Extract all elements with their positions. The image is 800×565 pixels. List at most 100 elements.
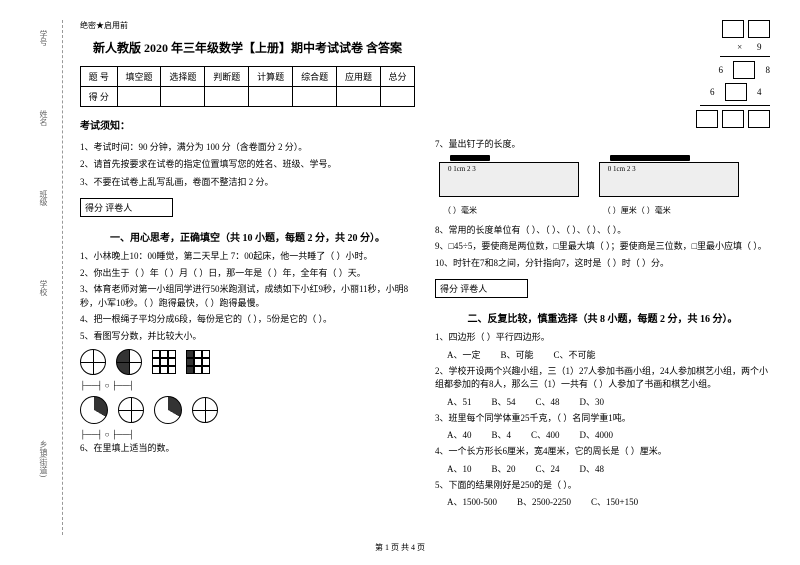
opt: A、一定 xyxy=(447,348,481,361)
opt: C、400 xyxy=(531,428,560,441)
th: 判断题 xyxy=(205,67,249,87)
section1-title: 一、用心思考，正确填空（共 10 小题，每题 2 分，共 20 分）。 xyxy=(80,229,415,244)
score-label: 得 分 xyxy=(81,87,118,107)
th: 填空题 xyxy=(117,67,161,87)
opt: A、10 xyxy=(447,462,472,475)
opt: D、48 xyxy=(580,462,605,475)
score-cell xyxy=(293,87,337,107)
compare-row: ├──┤ ○ ├──┤ xyxy=(80,430,415,439)
opt: C、48 xyxy=(536,395,560,408)
digit-box xyxy=(733,61,755,79)
line xyxy=(700,105,770,106)
q1-4: 4、把一根绳子平均分成6段，每份是它的（ ），5份是它的（ ）。 xyxy=(80,313,415,327)
th: 计算题 xyxy=(249,67,293,87)
grid-filled-icon xyxy=(186,350,210,374)
q1-2: 2、你出生于（ ）年（ ）月（ ）日，那一年是（ ）年，全年有（ ）天。 xyxy=(80,267,415,281)
score-cell xyxy=(117,87,161,107)
ruler-icon: 0 1cm 2 3 xyxy=(599,162,739,197)
th: 选择题 xyxy=(161,67,205,87)
opt: B、4 xyxy=(492,428,512,441)
digit: 6 xyxy=(719,65,724,75)
notice-item: 1、考试时间：90 分钟，满分为 100 分（含卷面分 2 分）。 xyxy=(80,140,415,154)
bind-label: 乡镇(街道) xyxy=(38,440,49,477)
score-cell xyxy=(161,87,205,107)
score-table: 题 号 填空题 选择题 判断题 计算题 综合题 应用题 总分 得 分 xyxy=(80,66,415,107)
notice-item: 3、不要在试卷上乱写乱画，卷面不整洁扣 2 分。 xyxy=(80,175,415,189)
opt: A、1500-500 xyxy=(447,495,497,508)
ruler-scale: 0 1cm 2 3 xyxy=(608,165,636,173)
q1-8: 8、常用的长度单位有（ ）、（ ）、（ ）、（ ）、（ ）。 xyxy=(435,224,770,238)
exam-title: 新人教版 2020 年三年级数学【上册】期中考试试卷 含答案 xyxy=(80,39,415,56)
bind-label: 学校 xyxy=(38,280,49,296)
secret-label: 绝密★启用前 xyxy=(80,20,415,31)
digit-box xyxy=(748,20,770,38)
th: 总分 xyxy=(380,67,414,87)
th: 题 号 xyxy=(81,67,118,87)
opt: B、54 xyxy=(492,395,516,408)
bind-label: 班级 xyxy=(38,190,49,206)
opt: D、30 xyxy=(580,395,605,408)
digit: 4 xyxy=(757,87,762,97)
right-column: × 9 6 8 6 4 7、量出钉子的长度。 0 1cm 2 3 （ ）毫米 0… xyxy=(435,20,770,512)
opt: C、不可能 xyxy=(554,348,596,361)
scorer-box: 得分 评卷人 xyxy=(80,198,173,217)
fraction-shapes-2 xyxy=(80,396,415,424)
q2-4: 4、一个长方形长6厘米，宽4厘米，它的周长是（ ）厘米。 xyxy=(435,445,770,459)
pie-icon xyxy=(80,396,108,424)
fraction-shapes xyxy=(80,349,415,375)
ruler-answer: （ ）厘米（ ）毫米 xyxy=(603,205,671,216)
circle-half-icon xyxy=(116,349,142,375)
q1-10: 10、时针在7和8之间，分针指向7，这时是（ ）时（ ）分。 xyxy=(435,257,770,271)
notice-title: 考试须知： xyxy=(80,117,415,132)
options: A、一定 B、可能 C、不可能 xyxy=(447,348,770,361)
options: A、51B、54C、48D、30 xyxy=(447,395,770,408)
th: 综合题 xyxy=(293,67,337,87)
q2-5: 5、下面的结果刚好是250的是（ ）。 xyxy=(435,479,770,493)
nail-icon xyxy=(450,155,490,161)
circle-icon xyxy=(118,397,144,423)
q1-3: 3、体育老师对第一小组同学进行50米跑测试，成绩如下小红9秒，小丽11秒，小明8… xyxy=(80,283,415,310)
score-cell xyxy=(337,87,381,107)
q2-2: 2、学校开设两个兴趣小组，三（1）27人参加书画小组，24人参加棋艺小组，两个小… xyxy=(435,365,770,392)
grid-icon xyxy=(152,350,176,374)
pie-icon xyxy=(154,396,182,424)
th: 应用题 xyxy=(337,67,381,87)
mult-sign: × xyxy=(737,42,742,52)
opt: D、4000 xyxy=(580,428,614,441)
q1-5: 5、看图写分数，并比较大小。 xyxy=(80,330,415,344)
bind-label: 学号 xyxy=(38,30,49,46)
options: A、10 B、20 C、24 D、48 xyxy=(447,462,770,475)
opt: B、可能 xyxy=(501,348,534,361)
q1-1: 1、小林晚上10：00睡觉，第二天早上 7：00起床，他一共睡了（ ）小时。 xyxy=(80,250,415,264)
q1-6: 6、在里填上适当的数。 xyxy=(80,442,415,456)
q2-1: 1、四边形（ ）平行四边形。 xyxy=(435,331,770,345)
opt: B、20 xyxy=(492,462,516,475)
score-cell xyxy=(380,87,414,107)
q2-3: 3、班里每个同学体重25千克，（ ）名同学重1吨。 xyxy=(435,412,770,426)
digit-box xyxy=(748,110,770,128)
options: A、40 B、4 C、400 D、4000 xyxy=(447,428,770,441)
opt: C、24 xyxy=(536,462,560,475)
circle-quarters-icon xyxy=(80,349,106,375)
digit-box xyxy=(696,110,718,128)
section2-title: 二、反复比较，慎重选择（共 8 小题，每题 2 分，共 16 分）。 xyxy=(435,310,770,325)
left-column: 绝密★启用前 新人教版 2020 年三年级数学【上册】期中考试试卷 含答案 题 … xyxy=(80,20,415,512)
multiplication-problem: × 9 6 8 6 4 xyxy=(435,20,770,128)
bind-label: 姓名 xyxy=(38,110,49,126)
digit: 9 xyxy=(757,42,762,52)
circle-icon xyxy=(192,397,218,423)
ruler-icon: 0 1cm 2 3 xyxy=(439,162,579,197)
opt: A、40 xyxy=(447,428,472,441)
digit: 8 xyxy=(766,65,771,75)
page-footer: 第 1 页 共 4 页 xyxy=(0,542,800,553)
scorer-box: 得分 评卷人 xyxy=(435,279,528,298)
q1-7: 7、量出钉子的长度。 xyxy=(435,138,770,152)
binding-margin: 学号 姓名 班级 学校 乡镇(街道) xyxy=(38,20,63,535)
notice-item: 2、请首先按要求在试卷的指定位置填写您的姓名、班级、学号。 xyxy=(80,157,415,171)
digit-box xyxy=(725,83,747,101)
score-cell xyxy=(205,87,249,107)
options: A、1500-500B、2500-2250C、150+150 xyxy=(447,495,770,508)
q1-9: 9、□45÷5，要使商是两位数，□里最大填（ ）；要使商是三位数，□里最小应填（… xyxy=(435,240,770,254)
opt: C、150+150 xyxy=(591,495,638,508)
ruler-scale: 0 1cm 2 3 xyxy=(448,165,476,173)
